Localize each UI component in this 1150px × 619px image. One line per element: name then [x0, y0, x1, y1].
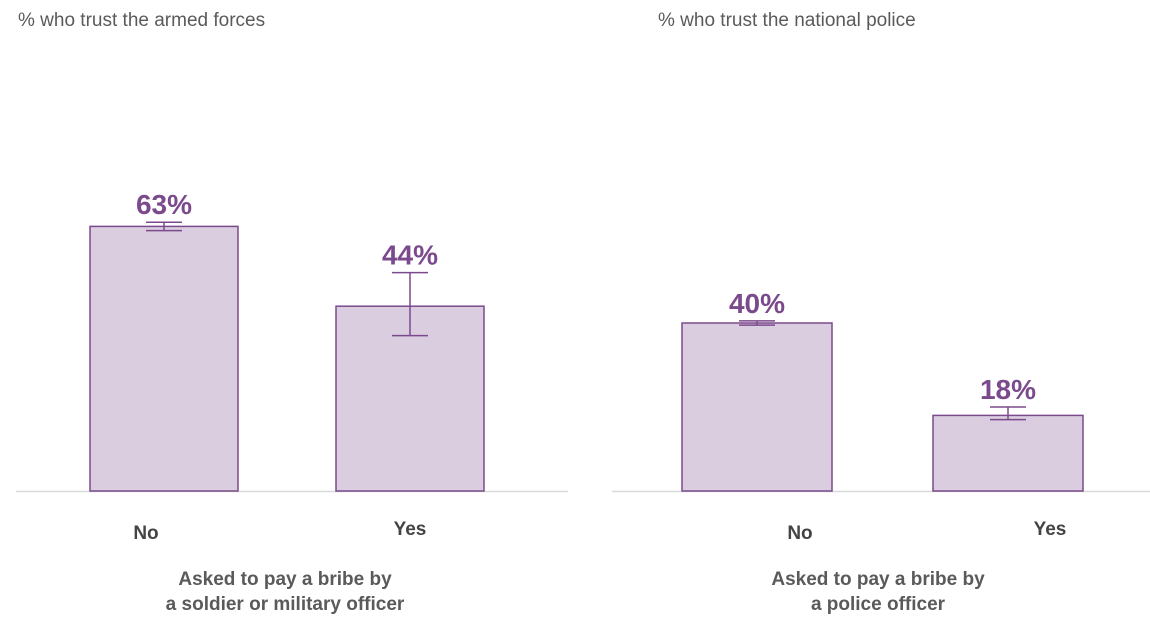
x-axis-label-left-line-1: Asked to pay a bribe by	[178, 569, 392, 590]
value-label-right-yes: 18%	[980, 374, 1036, 405]
x-axis-label-left-line-2: a soldier or military officer	[166, 594, 405, 615]
error-bar-left-yes	[392, 271, 428, 337]
error-bar-left-no	[146, 221, 182, 232]
category-label-left-yes: Yes	[394, 519, 427, 540]
category-label-right-yes: Yes	[1034, 519, 1067, 540]
category-label-left-no: No	[133, 523, 158, 544]
chart-title-right: % who trust the national police	[658, 10, 916, 31]
bar-left-no	[89, 225, 239, 492]
bar-right-yes	[932, 414, 1084, 492]
value-label-left-yes: 44%	[382, 240, 438, 271]
error-bar-right-no	[739, 320, 775, 326]
error-bar-right-yes	[990, 406, 1026, 421]
value-label-left-no: 63%	[136, 189, 192, 220]
bar-left-yes	[335, 305, 485, 492]
value-label-right-no: 40%	[729, 288, 785, 319]
category-label-right-no: No	[787, 523, 812, 544]
bar-right-no	[681, 322, 833, 492]
x-axis-label-right-line-2: a police officer	[811, 594, 946, 615]
x-axis-label-right-line-1: Asked to pay a bribe by	[771, 569, 985, 590]
chart-title-left: % who trust the armed forces	[18, 10, 265, 31]
